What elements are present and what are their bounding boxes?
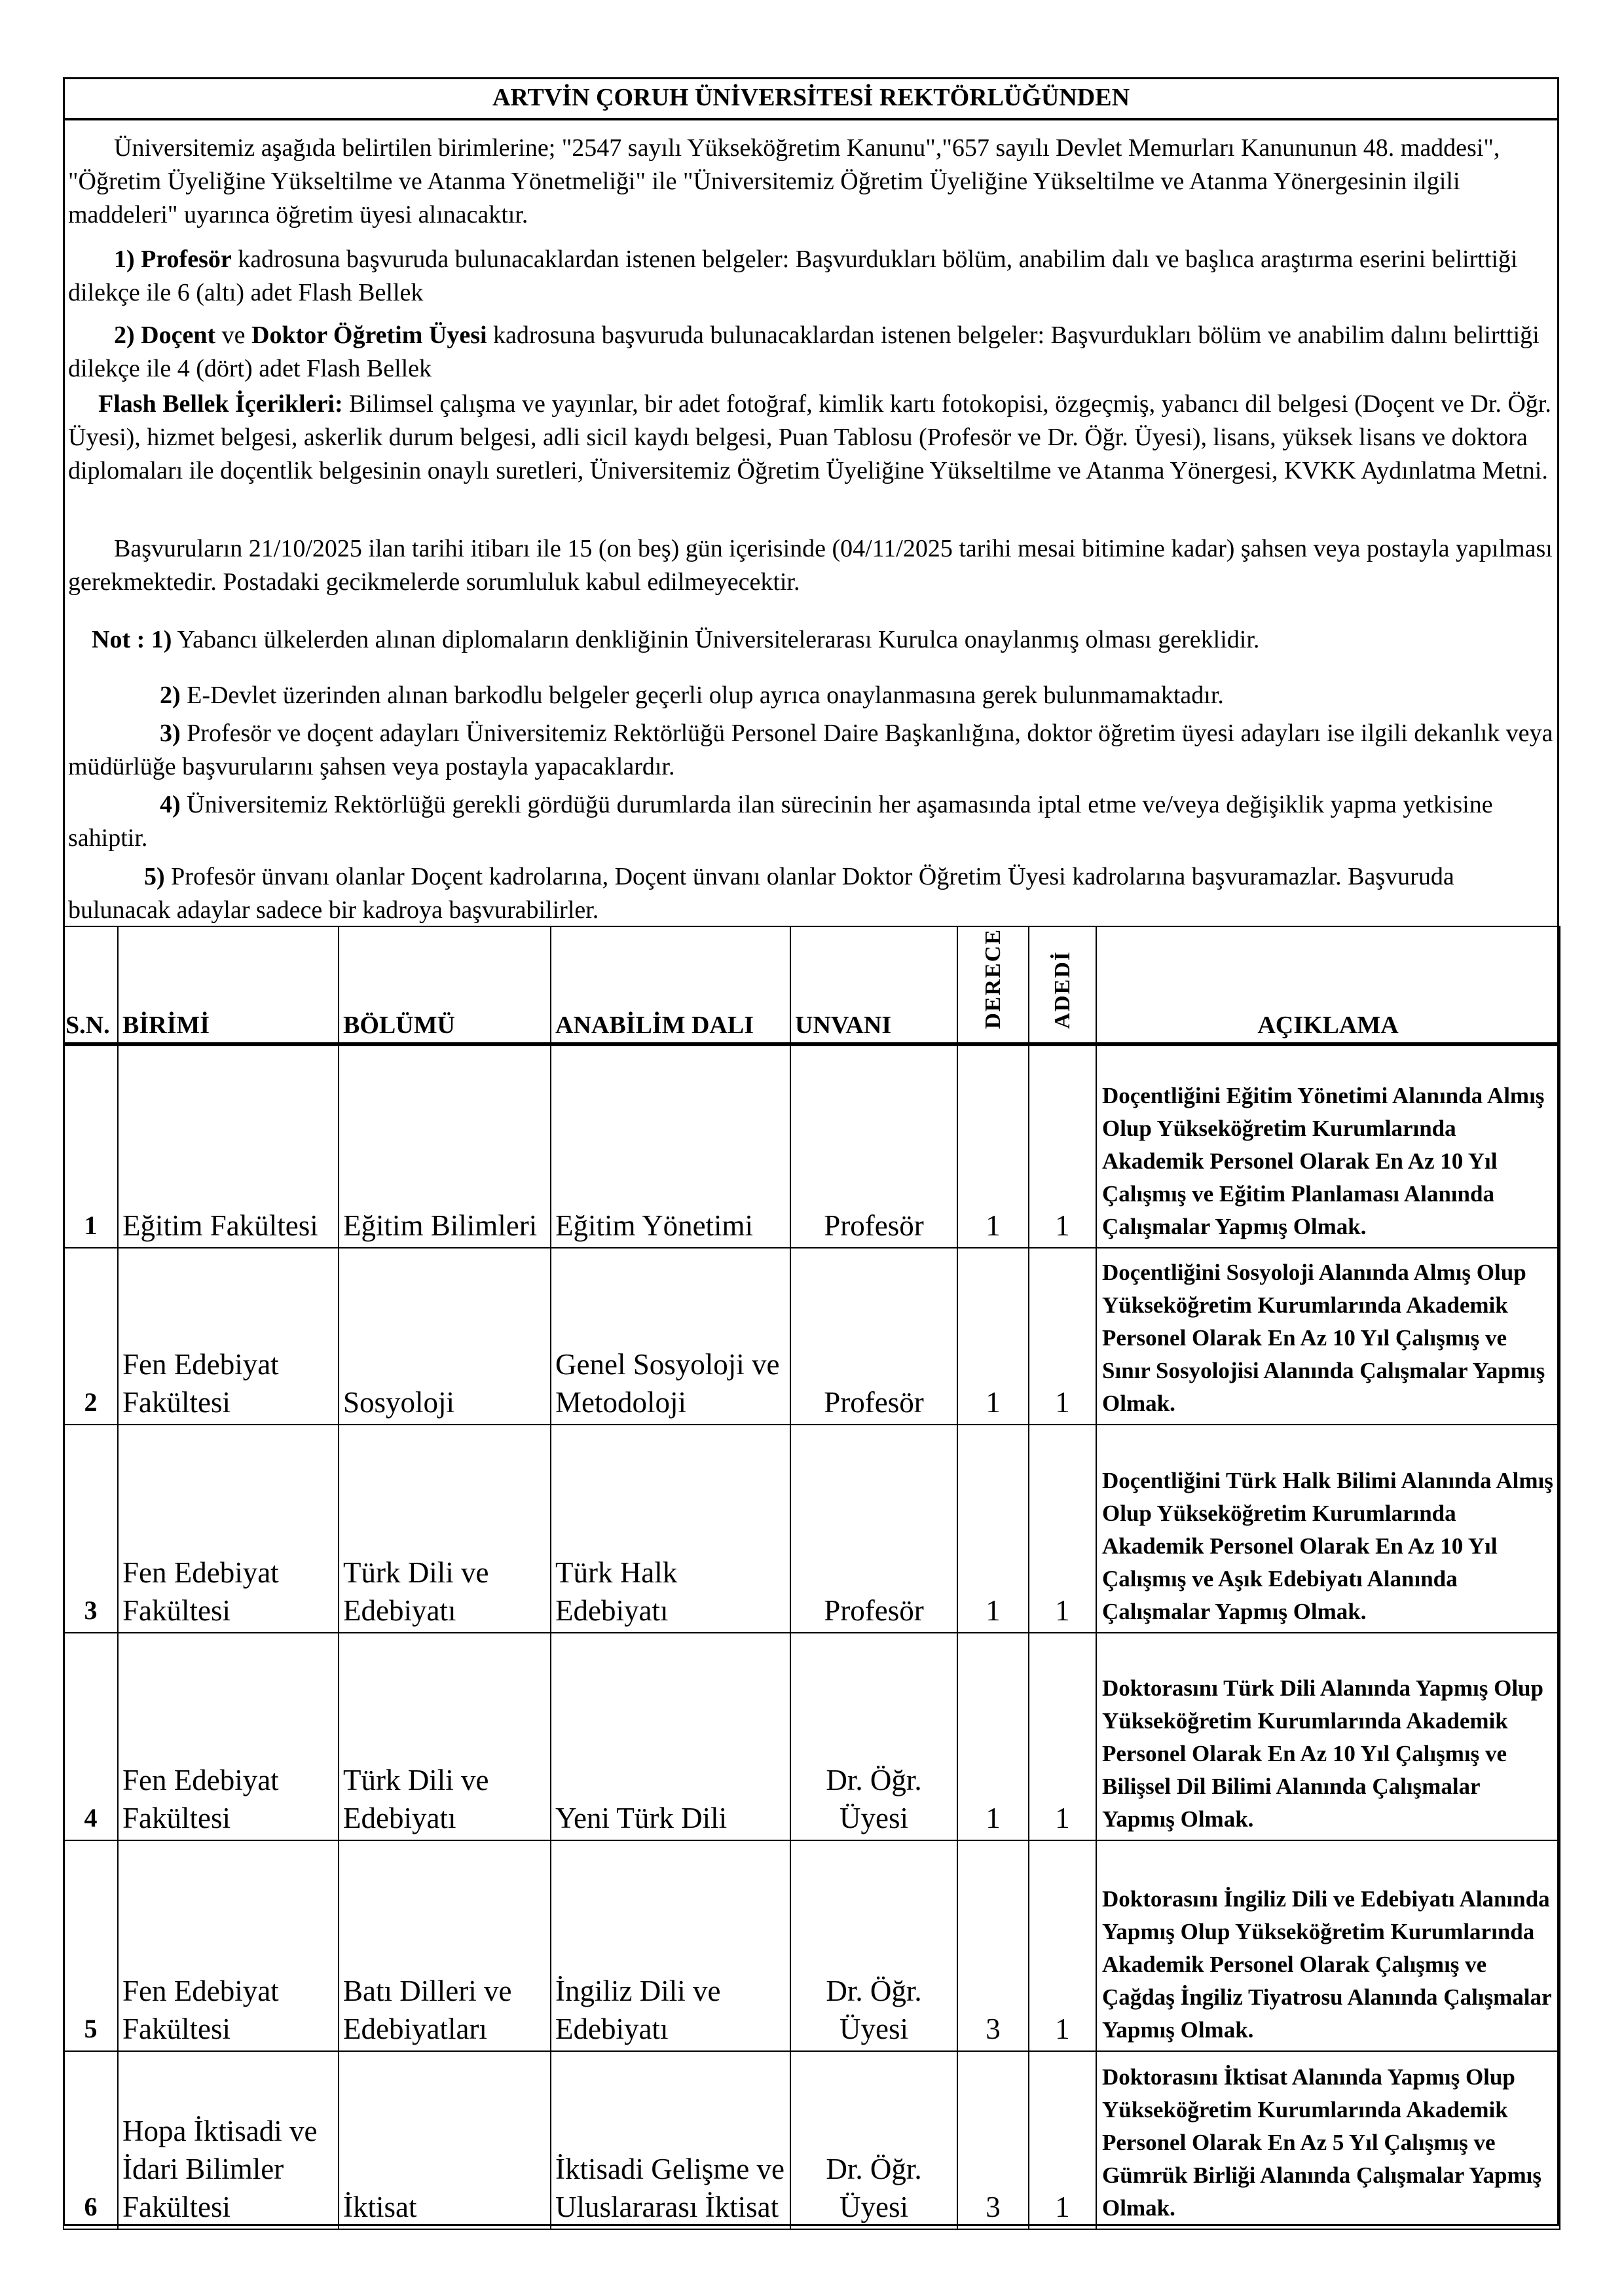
note-2: 2) E-Devlet üzerinden alınan barkodlu be… bbox=[68, 679, 1555, 712]
cell-aciklama: Doktorasını İngiliz Dili ve Edebiyatı Al… bbox=[1096, 1840, 1560, 2052]
text: Yabancı ülkelerden alınan diplomaların d… bbox=[172, 626, 1260, 653]
header-adet: ADEDİ bbox=[1028, 926, 1097, 1046]
table-row: 3 Fen Edebiyat Fakültesi Türk Dili ve Edeb… bbox=[63, 1424, 1560, 1633]
table-header-row: S.N. BİRİMİ BÖLÜMÜ ANABİLİM DALI UNVANI … bbox=[63, 926, 1560, 1046]
document-title: ARTVİN ÇORUH ÜNİVERSİTESİ REKTÖRLÜĞÜNDEN bbox=[63, 77, 1559, 120]
cell-sn: 1 bbox=[63, 1044, 119, 1248]
table-row: 6 Hopa İktisadi ve İdari Bilimler Fakülte… bbox=[63, 2050, 1560, 2230]
cell-unvan: Profesör bbox=[790, 1424, 958, 1633]
table-row: 1 Eğitim Fakültesi Eğitim Bilimleri Eğitim … bbox=[63, 1044, 1560, 1248]
cell-birim: Fen Edebiyat Fakültesi bbox=[117, 1424, 339, 1633]
cell-derece: 3 bbox=[957, 1840, 1029, 2052]
cell-derece: 3 bbox=[957, 2050, 1029, 2230]
cell-unvan: Dr. Öğr. Üyesi bbox=[790, 1840, 958, 2052]
table-row: 2 Fen Edebiyat Fakültesi Sosyoloji Genel So… bbox=[63, 1247, 1560, 1425]
cell-derece: 1 bbox=[957, 1247, 1029, 1425]
cell-sn: 5 bbox=[63, 1840, 119, 2052]
header-adet-label: ADEDİ bbox=[1050, 951, 1075, 1029]
label: 3) bbox=[160, 720, 181, 747]
docent-requirements: 2) Doçent ve Doktor Öğretim Üyesi kadros… bbox=[68, 319, 1555, 386]
cell-unvan: Profesör bbox=[790, 1044, 958, 1248]
cell-anabilim: Yeni Türk Dili bbox=[550, 1632, 791, 1841]
cell-bolum: Türk Dili ve Edebiyatı bbox=[338, 1424, 551, 1633]
cell-bolum: Batı Dilleri ve Edebiyatları bbox=[338, 1840, 551, 2052]
intro-paragraph: Üniversitemiz aşağıda belirtilen birimle… bbox=[68, 134, 1500, 228]
header-birim: BİRİMİ bbox=[117, 926, 339, 1046]
cell-birim: Fen Edebiyat Fakültesi bbox=[117, 1840, 339, 2052]
label: 1) Profesör bbox=[114, 246, 232, 273]
cell-bolum: Türk Dili ve Edebiyatı bbox=[338, 1632, 551, 1841]
deadline-paragraph: Başvuruların 21/10/2025 ilan tarihi itib… bbox=[68, 535, 1553, 596]
professor-requirements: 1) Profesör kadrosuna başvuruda bulunaca… bbox=[68, 243, 1555, 310]
header-aciklama: AÇIKLAMA bbox=[1096, 926, 1560, 1046]
cell-anabilim: Eğitim Yönetimi bbox=[550, 1044, 791, 1248]
cell-anabilim: İktisadi Gelişme ve Uluslararası İktisat bbox=[550, 2050, 791, 2230]
cell-adet: 1 bbox=[1028, 1840, 1097, 2052]
text: Bilimsel çalışma ve yayınlar, bir adet f… bbox=[68, 390, 1551, 484]
positions-table: S.N. BİRİMİ BÖLÜMÜ ANABİLİM DALI UNVANI … bbox=[63, 926, 1560, 2230]
text: kadrosuna başvuruda bulunacaklardan iste… bbox=[68, 246, 1518, 306]
cell-adet: 1 bbox=[1028, 1424, 1097, 1633]
header-bolum: BÖLÜMÜ bbox=[338, 926, 551, 1046]
cell-anabilim: İngiliz Dili ve Edebiyatı bbox=[550, 1840, 791, 2052]
cell-unvan: Dr. Öğr. Üyesi bbox=[790, 2050, 958, 2230]
cell-aciklama: Doçentliğini Eğitim Yönetimi Alanında Al… bbox=[1096, 1044, 1560, 1248]
cell-derece: 1 bbox=[957, 1044, 1029, 1248]
label: Doktor Öğretim Üyesi bbox=[251, 321, 487, 349]
cell-aciklama: Doktorasını Türk Dili Alanında Yapmış Ol… bbox=[1096, 1632, 1560, 1841]
cell-anabilim: Genel Sosyoloji ve Metodoloji bbox=[550, 1247, 791, 1425]
label: 5) bbox=[144, 863, 165, 890]
cell-adet: 1 bbox=[1028, 1632, 1097, 1841]
cell-aciklama: Doktorasını İktisat Alanında Yapmış Olup… bbox=[1096, 2050, 1560, 2230]
cell-bolum: İktisat bbox=[338, 2050, 551, 2230]
note-5: 5) Profesör ünvanı olanlar Doçent kadrol… bbox=[68, 860, 1555, 927]
label: 4) bbox=[160, 791, 181, 818]
cell-unvan: Profesör bbox=[790, 1247, 958, 1425]
text: E-Devlet üzerinden alınan barkodlu belge… bbox=[180, 682, 1224, 709]
cell-birim: Fen Edebiyat Fakültesi bbox=[117, 1247, 339, 1425]
cell-adet: 1 bbox=[1028, 1044, 1097, 1248]
text: Profesör ünvanı olanlar Doçent kadroları… bbox=[68, 863, 1454, 924]
text: kadrosuna başvuruda bulunacaklardan iste… bbox=[68, 321, 1540, 382]
note-1: Not : 1) Yabancı ülkelerden alınan diplo… bbox=[68, 623, 1555, 657]
header-derece: DERECE bbox=[957, 926, 1029, 1046]
cell-unvan: Dr. Öğr. Üyesi bbox=[790, 1632, 958, 1841]
cell-sn: 3 bbox=[63, 1424, 119, 1633]
header-derece-label: DERECE bbox=[980, 928, 1005, 1029]
label: Flash Bellek İçerikleri: bbox=[98, 390, 343, 418]
label: 2) Doçent bbox=[114, 321, 216, 349]
cell-derece: 1 bbox=[957, 1632, 1029, 1841]
header-anabilim: ANABİLİM DALI bbox=[550, 926, 791, 1046]
flash-contents: Flash Bellek İçerikleri: Bilimsel çalışm… bbox=[68, 388, 1555, 488]
cell-birim: Fen Edebiyat Fakültesi bbox=[117, 1632, 339, 1841]
cell-birim: Hopa İktisadi ve İdari Bilimler Fakültes… bbox=[117, 2050, 339, 2230]
header-sn: S.N. bbox=[63, 926, 119, 1046]
cell-adet: 1 bbox=[1028, 1247, 1097, 1425]
text: ve bbox=[215, 321, 251, 349]
cell-aciklama: Doçentliğini Türk Halk Bilimi Alanında A… bbox=[1096, 1424, 1560, 1633]
cell-adet: 1 bbox=[1028, 2050, 1097, 2230]
cell-sn: 6 bbox=[63, 2050, 119, 2230]
note-3: 3) Profesör ve doçent adayları Üniversit… bbox=[68, 717, 1555, 784]
text: Üniversitemiz Rektörlüğü gerekli gördüğü… bbox=[68, 791, 1493, 852]
cell-anabilim: Türk Halk Edebiyatı bbox=[550, 1424, 791, 1633]
label: Not : 1) bbox=[92, 626, 172, 653]
cell-bolum: Eğitim Bilimleri bbox=[338, 1044, 551, 1248]
header-unvan: UNVANI bbox=[790, 926, 958, 1046]
cell-bolum: Sosyoloji bbox=[338, 1247, 551, 1425]
cell-aciklama: Doçentliğini Sosyoloji Alanında Almış Ol… bbox=[1096, 1247, 1560, 1425]
label: 2) bbox=[160, 682, 181, 709]
cell-sn: 4 bbox=[63, 1632, 119, 1841]
text: Profesör ve doçent adayları Üniversitemi… bbox=[68, 720, 1553, 780]
cell-derece: 1 bbox=[957, 1424, 1029, 1633]
cell-sn: 2 bbox=[63, 1247, 119, 1425]
table-row: 4 Fen Edebiyat Fakültesi Türk Dili ve Edeb… bbox=[63, 1632, 1560, 1841]
table-row: 5 Fen Edebiyat Fakültesi Batı Dilleri ve E… bbox=[63, 1840, 1560, 2052]
note-4: 4) Üniversitemiz Rektörlüğü gerekli görd… bbox=[68, 788, 1555, 855]
cell-birim: Eğitim Fakültesi bbox=[117, 1044, 339, 1248]
